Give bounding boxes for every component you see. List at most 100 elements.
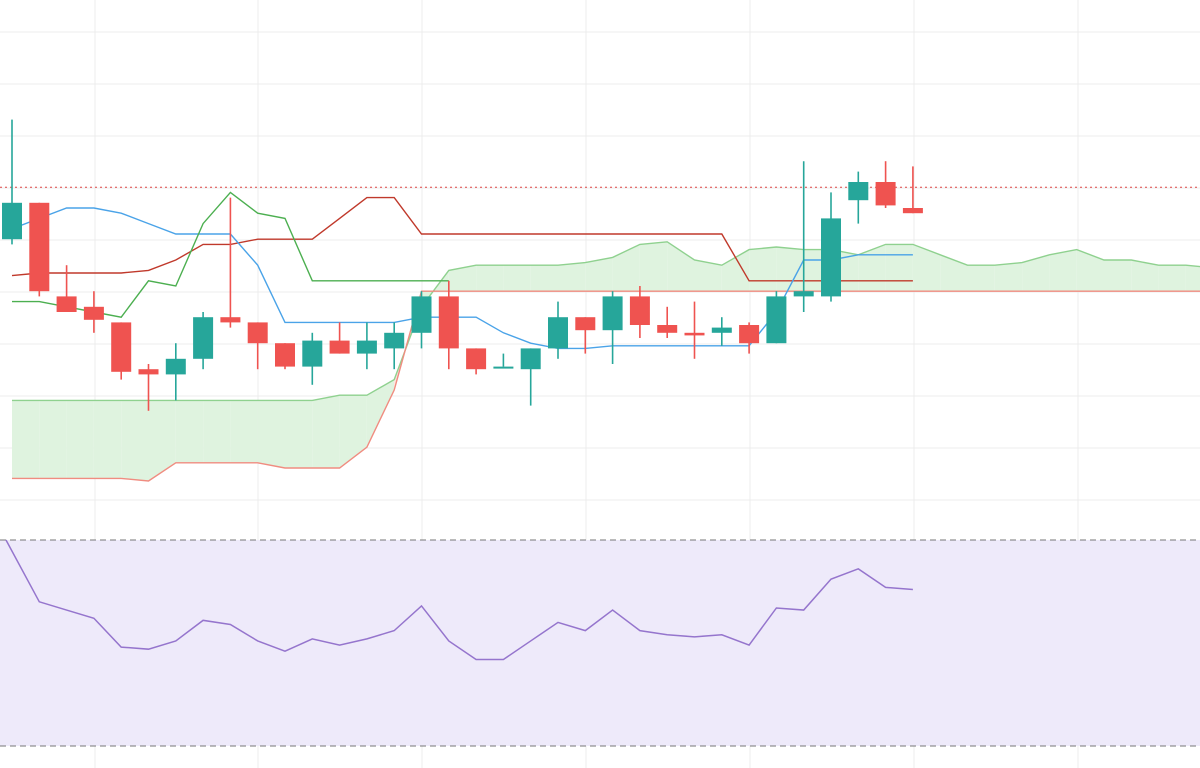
cloud-segment	[639, 241, 668, 292]
candle-body	[2, 202, 22, 240]
cloud-segment	[203, 400, 231, 463]
senkou-span-a-line	[12, 241, 1200, 402]
candle-body	[29, 202, 50, 292]
candlestick[interactable]	[56, 265, 77, 312]
rsi-band	[0, 540, 1200, 746]
candle-body	[411, 296, 432, 333]
cloud-segment	[967, 265, 995, 292]
cloud-segment	[476, 265, 504, 292]
candlestick[interactable]	[575, 317, 596, 354]
candle-body	[657, 325, 678, 333]
candlestick[interactable]	[438, 280, 459, 370]
candlestick[interactable]	[247, 322, 268, 370]
candle-body	[193, 317, 214, 359]
candlestick[interactable]	[848, 171, 869, 224]
cloud-segment	[93, 400, 122, 479]
candle-body	[111, 322, 132, 372]
cloud-segment	[421, 270, 449, 307]
candlestick[interactable]	[739, 322, 760, 354]
candle-body	[356, 340, 377, 354]
candlestick[interactable]	[657, 306, 678, 338]
candlestick[interactable]	[548, 301, 568, 359]
cloud-segment	[612, 244, 640, 292]
cloud-segment	[503, 265, 531, 292]
candle-body	[438, 296, 459, 349]
cloud-segment	[1131, 260, 1159, 292]
candlestick[interactable]	[165, 343, 186, 401]
candle-body	[138, 369, 159, 375]
candlestick[interactable]	[29, 202, 50, 297]
candlestick[interactable]	[356, 322, 377, 370]
candlestick[interactable]	[111, 322, 132, 380]
candle-body	[766, 296, 787, 344]
candlestick[interactable]	[83, 291, 104, 333]
candlestick[interactable]	[384, 322, 405, 370]
candle-body	[848, 182, 869, 201]
cloud-segment	[230, 400, 258, 463]
cloud-segment	[694, 260, 722, 292]
candlestick[interactable]	[329, 322, 350, 354]
candlestick[interactable]	[821, 192, 841, 302]
cloud-segment	[121, 400, 149, 481]
candle-body	[602, 296, 623, 331]
candle-body	[902, 208, 923, 214]
cloud-segment	[448, 265, 477, 292]
candle-body	[793, 291, 814, 297]
cloud-segment	[994, 262, 1023, 292]
candlestick[interactable]	[902, 166, 923, 214]
cloud-segment	[885, 244, 913, 292]
candle-body	[247, 322, 268, 344]
candle-body	[56, 296, 77, 312]
candlestick[interactable]	[220, 197, 241, 328]
cloud-segment	[66, 400, 94, 479]
cloud-segment	[558, 262, 586, 292]
candlestick[interactable]	[466, 348, 487, 375]
candle-body	[384, 332, 405, 349]
cloud-segment	[1185, 265, 1200, 292]
rsi-panel	[0, 539, 1200, 747]
cloud-segment	[1158, 265, 1186, 292]
cloud-segment	[1076, 249, 1104, 292]
candle-body	[220, 317, 241, 323]
cloud-segment	[1104, 260, 1132, 292]
candlestick[interactable]	[684, 301, 705, 359]
candlestick[interactable]	[302, 332, 323, 385]
candlestick[interactable]	[2, 119, 22, 245]
candle-body	[83, 306, 104, 320]
cloud-segment	[39, 400, 67, 479]
candlestick[interactable]	[629, 286, 650, 338]
ichimoku-cloud	[12, 241, 1200, 481]
cloud-segment	[175, 400, 204, 463]
candle-body	[711, 327, 732, 333]
candlestick[interactable]	[411, 291, 432, 349]
candlestick[interactable]	[493, 353, 514, 369]
cloud-segment	[1049, 249, 1077, 292]
candlestick[interactable]	[193, 312, 214, 370]
candlestick[interactable]	[275, 343, 295, 370]
candle-body	[165, 358, 186, 375]
candle-body	[739, 325, 760, 344]
cloud-segment	[312, 395, 340, 468]
cloud-segment	[530, 265, 558, 292]
candlestick-series[interactable]	[2, 119, 923, 411]
candle-body	[302, 340, 323, 367]
rsi-line	[5, 539, 913, 661]
cloud-segment	[858, 244, 886, 292]
candle-body	[821, 218, 841, 297]
candle-body	[548, 317, 568, 349]
candlestick[interactable]	[766, 291, 787, 344]
cloud-segment	[1022, 254, 1050, 292]
candle-body	[466, 348, 487, 370]
cloud-segment	[148, 400, 176, 481]
candlestick[interactable]	[520, 348, 541, 406]
cloud-segment	[667, 241, 695, 292]
candlestick[interactable]	[602, 291, 623, 364]
candlestick[interactable]	[875, 161, 896, 208]
candlestick[interactable]	[138, 364, 159, 411]
cloud-segment	[339, 395, 367, 468]
candlestick[interactable]	[793, 161, 814, 312]
candlestick[interactable]	[711, 317, 732, 346]
cloud-segment	[585, 257, 613, 292]
cloud-segment	[940, 254, 968, 292]
